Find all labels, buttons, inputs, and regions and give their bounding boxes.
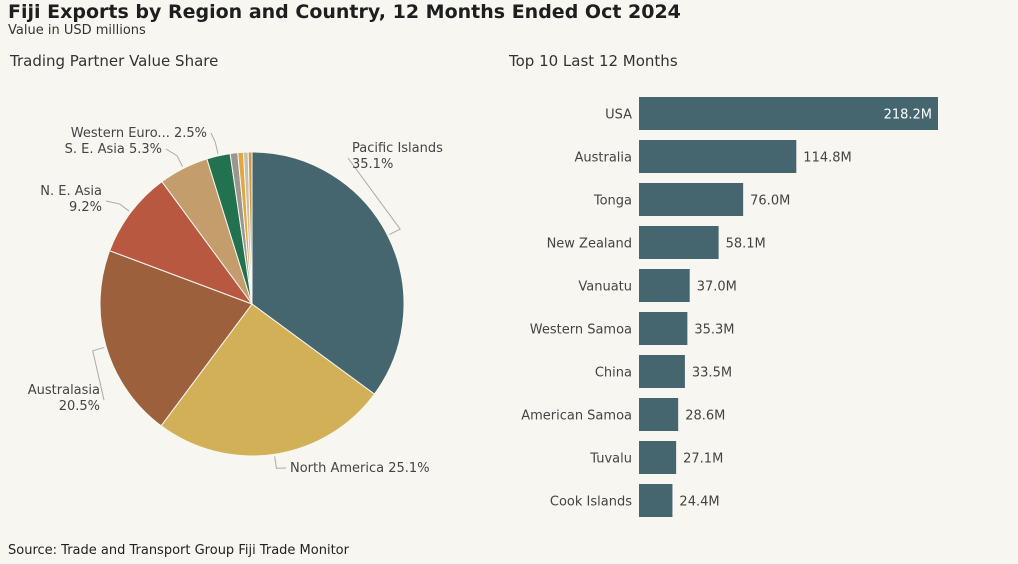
bar-value-label: 76.0M — [750, 194, 790, 209]
bar-value-label: 58.1M — [726, 237, 766, 252]
pie-slice-label: S. E. Asia 5.3% — [65, 142, 162, 157]
bar-category-label: Australia — [574, 151, 632, 166]
bar-category-label: Tonga — [593, 194, 632, 209]
bar-category-label: New Zealand — [547, 237, 632, 252]
bar-category-label: American Samoa — [521, 409, 632, 424]
bar — [639, 226, 719, 259]
source-note: Source: Trade and Transport Group Fiji T… — [8, 543, 349, 558]
chart-title: Fiji Exports by Region and Country, 12 M… — [8, 1, 681, 23]
pie-slice-label: Pacific Islands 35.1% — [352, 141, 443, 172]
bar — [639, 398, 679, 431]
pie-slice-label: N. E. Asia 9.2% — [40, 184, 102, 215]
pie-chart-title: Trading Partner Value Share — [10, 52, 219, 70]
pie-slice — [247, 151, 253, 305]
bar-value-label: 35.3M — [694, 323, 734, 338]
bar — [639, 269, 690, 302]
pie-slice — [109, 180, 254, 306]
bar — [639, 484, 673, 517]
bar-category-label: Vanuatu — [578, 280, 632, 295]
pie-slice — [251, 151, 405, 395]
pie-leader-line — [165, 148, 183, 167]
bar-value-label: 24.4M — [679, 495, 719, 510]
pie-leader-line — [274, 456, 287, 469]
pie-leader-line — [347, 157, 401, 235]
pie-chart: Pacific Islands 35.1% North America 25.1% A… — [28, 126, 443, 476]
chart-subtitle: Value in USD millions — [8, 23, 146, 38]
bar-category-label: China — [595, 366, 632, 381]
bar-chart-title: Top 10 Last 12 Months — [509, 52, 678, 70]
pie-leader-line — [210, 132, 219, 154]
pie-slice — [160, 303, 376, 457]
bar — [639, 183, 744, 216]
bar-value-label: 37.0M — [697, 280, 737, 295]
pie-slice-label: Western Euro... 2.5% — [71, 126, 207, 141]
pie-leader-line — [105, 200, 130, 212]
bar — [639, 312, 688, 345]
bar — [639, 355, 685, 388]
bar-value-label: 33.5M — [692, 366, 732, 381]
bar-chart: USA 218.2M Australia 114.8M Tonga 76.0M New Ze… — [521, 97, 938, 517]
pie-leader-line — [92, 346, 105, 401]
bar-category-label: USA — [605, 108, 632, 123]
bar-category-label: Tuvalu — [589, 452, 632, 467]
bar-value-label: 218.2M — [884, 108, 932, 123]
bar-category-label: Western Samoa — [530, 323, 632, 338]
bar-value-label: 27.1M — [683, 452, 723, 467]
bar — [639, 441, 677, 474]
bar-value-label: 28.6M — [685, 409, 725, 424]
pie-slice — [99, 250, 253, 427]
pie-slice-label: Australasia 20.5% — [28, 383, 100, 414]
bar-value-label: 114.8M — [803, 151, 851, 166]
bar — [639, 140, 797, 173]
bar — [639, 97, 938, 130]
pie-slice-label: North America 25.1% — [290, 461, 430, 476]
bar-category-label: Cook Islands — [550, 495, 632, 510]
